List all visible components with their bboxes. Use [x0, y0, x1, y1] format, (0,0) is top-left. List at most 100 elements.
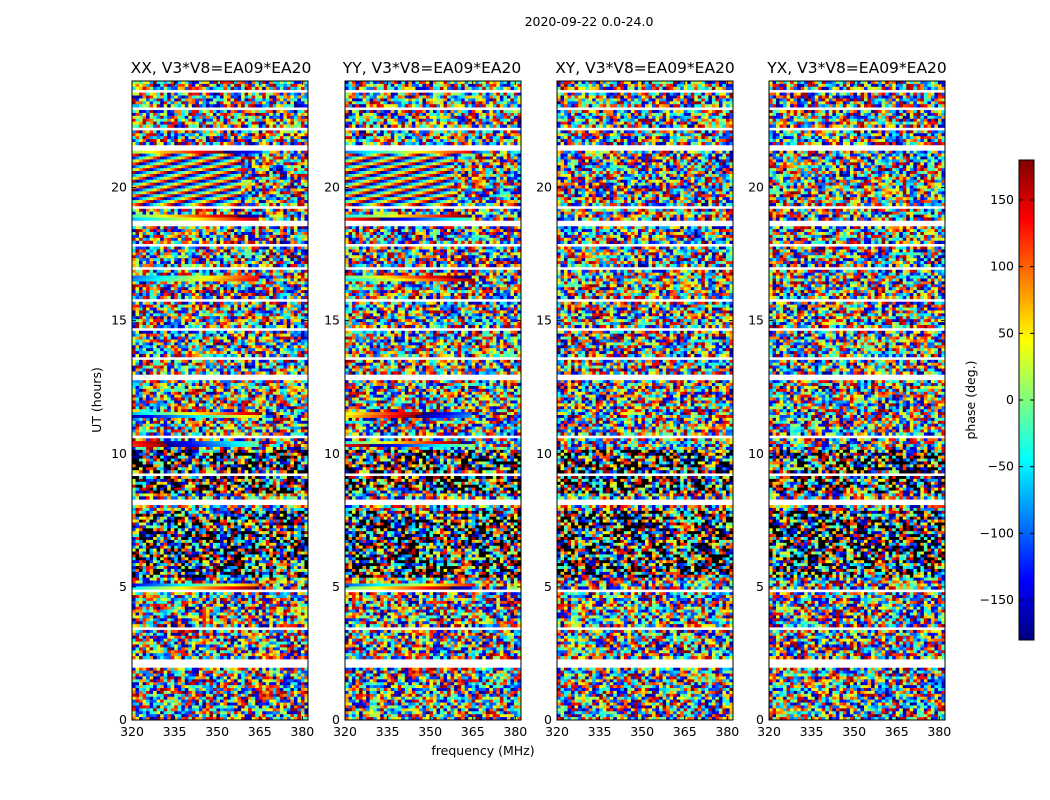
heatmap-cell	[245, 276, 249, 279]
heatmap-cell	[181, 203, 185, 206]
heatmap-cell	[139, 255, 143, 258]
heatmap-cell	[220, 296, 224, 299]
heatmap-cell	[206, 133, 210, 136]
heatmap-cell	[157, 249, 161, 252]
heatmap-cell	[139, 212, 143, 215]
heatmap-cell	[164, 98, 168, 101]
heatmap-cell	[188, 229, 192, 232]
heatmap-cell	[224, 197, 228, 200]
heatmap-cell	[216, 136, 220, 139]
heatmap-cell	[164, 93, 168, 96]
heatmap-cell	[220, 98, 224, 101]
heatmap-cell	[294, 290, 298, 293]
heatmap-cell	[213, 136, 217, 139]
heatmap-cell	[136, 154, 140, 157]
heatmap-cell	[255, 235, 259, 238]
heatmap-cell	[220, 139, 224, 142]
heatmap-cell	[157, 157, 161, 160]
heatmap-cell	[252, 273, 256, 276]
heatmap-cell	[195, 287, 199, 290]
heatmap-cell	[262, 232, 266, 235]
heatmap-cell	[273, 191, 277, 194]
heatmap-cell	[262, 302, 266, 305]
heatmap-cell	[143, 151, 147, 154]
heatmap-cell	[266, 159, 270, 162]
heatmap-cell	[164, 136, 168, 139]
heatmap-cell	[132, 276, 136, 279]
heatmap-cell	[213, 203, 217, 206]
heatmap-cell	[195, 290, 199, 293]
heatmap-cell	[195, 139, 199, 142]
heatmap-cell	[227, 310, 231, 313]
heatmap-cell	[164, 238, 168, 241]
heatmap-cell	[202, 276, 206, 279]
heatmap-cell	[188, 209, 192, 212]
heatmap-cell	[188, 212, 192, 215]
heatmap-cell	[227, 84, 231, 87]
heatmap-cell	[276, 104, 280, 107]
heatmap-cell	[276, 197, 280, 200]
heatmap-cell	[143, 142, 147, 145]
heatmap-cell	[157, 255, 161, 258]
heatmap-cell	[195, 238, 199, 241]
heatmap-cell	[216, 281, 220, 284]
heatmap-cell	[185, 229, 189, 232]
heatmap-cell	[174, 104, 178, 107]
heatmap-cell	[241, 183, 245, 186]
heatmap-cell	[157, 119, 161, 122]
heatmap-cell	[259, 157, 263, 160]
heatmap-cell	[283, 252, 287, 255]
heatmap-cell	[150, 194, 154, 197]
heatmap-cell	[259, 98, 263, 101]
heatmap-cell	[171, 130, 175, 133]
heatmap-cell	[192, 119, 196, 122]
heatmap-cell	[252, 249, 256, 252]
heatmap-cell	[297, 110, 301, 113]
heatmap-cell	[245, 209, 249, 212]
heatmap-cell	[220, 293, 224, 296]
heatmap-cell	[181, 264, 185, 267]
heatmap-cell	[185, 226, 189, 229]
heatmap-cell	[209, 308, 213, 311]
heatmap-cell	[188, 101, 192, 104]
heatmap-cell	[290, 180, 294, 183]
heatmap-cell	[150, 279, 154, 282]
heatmap-cell	[185, 133, 189, 136]
heatmap-cell	[164, 281, 168, 284]
heatmap-cell	[290, 232, 294, 235]
heatmap-cell	[174, 255, 178, 258]
heatmap-cell	[238, 305, 242, 308]
heatmap-cell	[181, 273, 185, 276]
heatmap-cell	[280, 125, 284, 128]
heatmap-cell	[259, 218, 263, 221]
heatmap-cell	[220, 302, 224, 305]
heatmap-cell	[164, 159, 168, 162]
heatmap-cell	[206, 84, 210, 87]
heatmap-cell	[178, 308, 182, 311]
heatmap-cell	[188, 168, 192, 171]
heatmap-cell	[227, 322, 231, 325]
heatmap-cell	[220, 87, 224, 90]
heatmap-cell	[287, 203, 291, 206]
heatmap-cell	[181, 84, 185, 87]
heatmap-cell	[171, 235, 175, 238]
heatmap-cell	[297, 203, 301, 206]
heatmap-cell	[216, 255, 220, 258]
heatmap-cell	[202, 171, 206, 174]
heatmap-cell	[206, 261, 210, 264]
heatmap-cell	[287, 142, 291, 145]
heatmap-cell	[241, 293, 245, 296]
heatmap-cell	[280, 215, 284, 218]
heatmap-cell	[220, 322, 224, 325]
heatmap-cell	[266, 276, 270, 279]
heatmap-cell	[167, 142, 171, 145]
heatmap-cell	[181, 226, 185, 229]
heatmap-cell	[255, 276, 259, 279]
heatmap-cell	[227, 165, 231, 168]
heatmap-cell	[178, 168, 182, 171]
heatmap-cell	[213, 157, 217, 160]
heatmap-cell	[157, 98, 161, 101]
heatmap-cell	[195, 194, 199, 197]
heatmap-cell	[132, 322, 136, 325]
heatmap-cell	[248, 302, 252, 305]
